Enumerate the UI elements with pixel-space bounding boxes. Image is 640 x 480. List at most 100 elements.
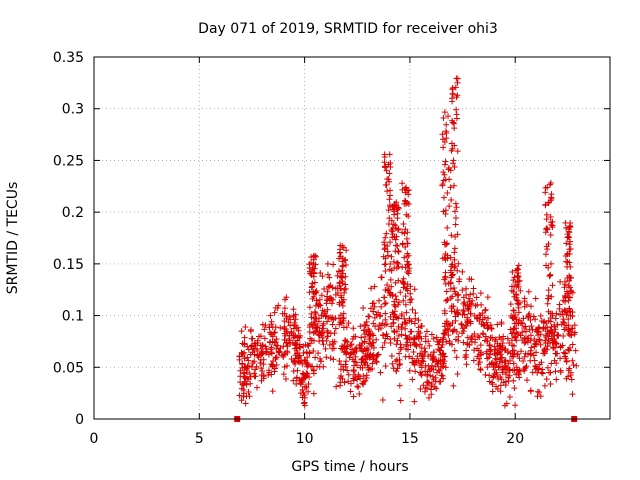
data-point bbox=[339, 299, 346, 306]
data-point bbox=[342, 285, 349, 292]
data-point bbox=[408, 318, 415, 325]
data-point bbox=[390, 206, 397, 213]
data-point bbox=[542, 339, 549, 346]
data-point bbox=[477, 290, 484, 297]
data-point bbox=[408, 296, 415, 303]
data-point bbox=[414, 353, 421, 360]
data-point bbox=[516, 277, 523, 284]
data-point bbox=[348, 341, 355, 348]
data-point bbox=[371, 314, 378, 321]
data-point bbox=[551, 344, 558, 351]
data-point bbox=[402, 226, 409, 233]
data-point bbox=[569, 341, 576, 348]
data-point bbox=[410, 349, 417, 356]
data-point bbox=[479, 310, 486, 317]
data-point bbox=[441, 109, 448, 116]
data-point bbox=[306, 289, 313, 296]
data-point bbox=[523, 363, 530, 370]
y-tick-label: 0.05 bbox=[53, 360, 84, 376]
data-point bbox=[494, 372, 501, 379]
data-point bbox=[511, 342, 518, 349]
data-point bbox=[240, 369, 247, 376]
data-point bbox=[553, 376, 560, 383]
data-point bbox=[265, 367, 272, 374]
data-point bbox=[569, 357, 576, 364]
data-point bbox=[237, 367, 244, 374]
data-point bbox=[566, 259, 573, 266]
data-point bbox=[482, 371, 489, 378]
data-point bbox=[532, 295, 539, 302]
data-point bbox=[502, 357, 509, 364]
data-point bbox=[482, 333, 489, 340]
data-point bbox=[382, 255, 389, 262]
data-point bbox=[308, 310, 315, 317]
data-point bbox=[397, 397, 404, 404]
data-point bbox=[492, 355, 499, 362]
data-point bbox=[514, 281, 521, 288]
data-point bbox=[330, 261, 337, 268]
data-point bbox=[563, 240, 570, 247]
data-point bbox=[371, 283, 378, 290]
data-point bbox=[386, 215, 393, 222]
data-point bbox=[241, 340, 248, 347]
y-tick-label: 0.2 bbox=[62, 205, 84, 221]
data-point bbox=[245, 389, 252, 396]
data-point bbox=[338, 274, 345, 281]
data-point bbox=[299, 386, 306, 393]
data-point bbox=[527, 332, 534, 339]
data-point bbox=[421, 388, 428, 395]
data-point bbox=[290, 368, 297, 375]
data-point bbox=[567, 372, 574, 379]
data-point bbox=[490, 361, 497, 368]
data-point bbox=[397, 341, 404, 348]
data-point bbox=[454, 267, 461, 274]
data-point bbox=[409, 306, 416, 313]
data-point bbox=[552, 368, 559, 375]
y-tick-label: 0 bbox=[75, 412, 84, 428]
data-point bbox=[342, 361, 349, 368]
data-point bbox=[428, 386, 435, 393]
data-point bbox=[306, 304, 313, 311]
data-point bbox=[507, 350, 514, 357]
data-point bbox=[424, 379, 431, 386]
data-point bbox=[313, 297, 320, 304]
data-point bbox=[567, 238, 574, 245]
data-point bbox=[542, 189, 549, 196]
data-point bbox=[510, 307, 517, 314]
data-point bbox=[502, 382, 509, 389]
data-point bbox=[519, 337, 526, 344]
data-point bbox=[365, 346, 372, 353]
data-point bbox=[245, 357, 252, 364]
data-point bbox=[454, 292, 461, 299]
data-point bbox=[560, 349, 567, 356]
data-point bbox=[571, 329, 578, 336]
data-point bbox=[537, 341, 544, 348]
data-point bbox=[281, 323, 288, 330]
data-point bbox=[322, 345, 329, 352]
data-point bbox=[486, 342, 493, 349]
data-point bbox=[350, 393, 357, 400]
data-point bbox=[473, 294, 480, 301]
data-point bbox=[391, 211, 398, 218]
data-point bbox=[386, 151, 393, 158]
data-point bbox=[409, 355, 416, 362]
data-point bbox=[557, 311, 564, 318]
data-point bbox=[388, 323, 395, 330]
data-point bbox=[540, 324, 547, 331]
data-point bbox=[477, 351, 484, 358]
data-point bbox=[515, 301, 522, 308]
data-point bbox=[460, 294, 467, 301]
data-point bbox=[464, 301, 471, 308]
data-point bbox=[396, 356, 403, 363]
data-point bbox=[470, 290, 477, 297]
data-point bbox=[442, 158, 449, 165]
data-point bbox=[542, 251, 549, 258]
data-point bbox=[533, 349, 540, 356]
data-point bbox=[451, 163, 458, 170]
data-point bbox=[424, 371, 431, 378]
data-point bbox=[412, 315, 419, 322]
data-point bbox=[424, 385, 431, 392]
y-tick-label: 0.3 bbox=[62, 102, 84, 118]
data-point bbox=[441, 171, 448, 178]
data-point bbox=[474, 332, 481, 339]
